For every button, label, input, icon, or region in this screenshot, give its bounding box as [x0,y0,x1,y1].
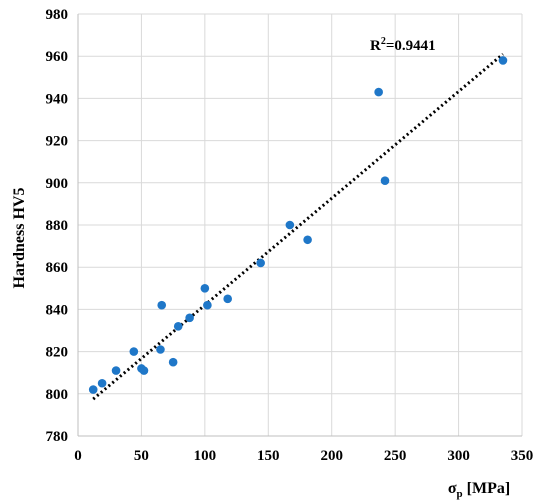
data-point [303,235,312,245]
trendline-line [92,52,504,401]
x-tick-label: 200 [320,448,343,464]
data-point [168,357,178,367]
y-tick-label: 840 [46,302,69,318]
x-tick-label: 0 [74,448,82,464]
x-tick-label: 50 [134,448,149,464]
y-tick-labels: 780 800 820 840 860 880 900 920 940 960 980 [46,7,69,445]
data-point [285,220,295,230]
x-tick-label: 100 [194,448,217,464]
r-squared-annotation: R2=0.9441 [370,36,436,54]
y-tick-label: 940 [46,91,69,107]
data-point [139,366,149,375]
x-axis-label-main: σ [448,480,457,497]
data-point [200,284,210,293]
axes [77,14,522,437]
y-tick-label: 920 [46,134,69,150]
data-point [223,294,232,304]
data-point [156,345,165,354]
x-axis-label: σp [MPa] [448,480,510,500]
x-axis-label-unit: [MPa] [463,480,511,497]
data-point [203,300,212,310]
data-point [380,176,390,185]
y-axis-label: Hardness HV5 [11,188,28,289]
y-tick-label: 800 [46,387,69,403]
data-point [88,385,98,394]
x-axis-label-sub: p [457,488,463,500]
y-tick-label: 780 [46,429,69,445]
trendline [92,52,504,401]
x-tick-label: 250 [384,448,407,464]
x-tick-label: 350 [511,448,534,464]
y-tick-label: 860 [46,260,69,276]
data-point [185,313,194,323]
data-point [129,347,139,356]
data-point [111,366,121,375]
data-points [88,56,508,394]
x-tick-label: 150 [257,448,280,464]
y-tick-label: 900 [46,176,69,192]
x-tick-labels: 0 50 100 150 200 250 300 350 [74,448,533,464]
data-point [97,378,107,388]
y-tick-label: 880 [46,218,69,234]
data-point [256,258,265,268]
y-tick-label: 960 [46,49,69,65]
data-point [374,87,383,97]
data-point [498,56,508,65]
y-tick-label: 980 [46,7,69,23]
data-point [173,321,183,331]
data-point [157,300,167,310]
x-tick-label: 300 [447,448,470,464]
y-tick-label: 820 [46,345,69,361]
